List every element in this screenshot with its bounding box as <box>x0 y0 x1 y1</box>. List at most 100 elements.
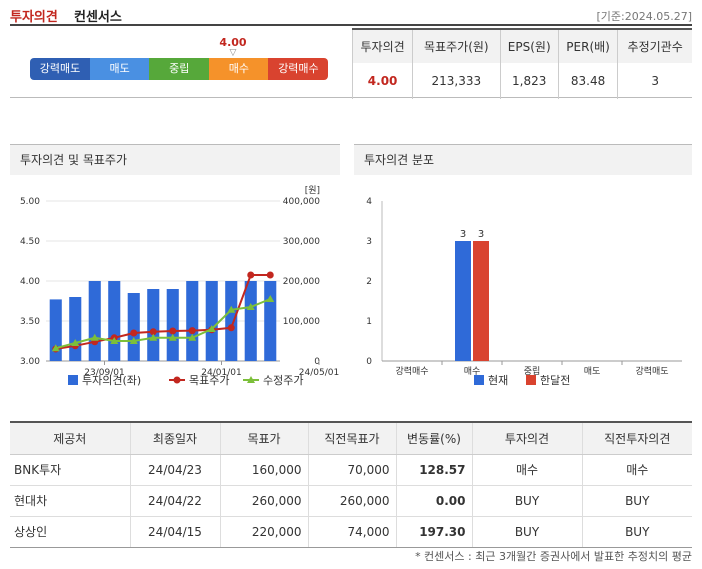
providers-cell: BUY <box>581 516 692 548</box>
consensus-header-cell: EPS(원) <box>499 28 559 63</box>
providers-header-cell: 직전투자의견 <box>581 421 692 455</box>
y-left-tick-label: 5.00 <box>20 197 40 207</box>
consensus-value-cell: 1,823 <box>499 63 559 99</box>
legend-label: 투자의견(좌) <box>82 374 141 387</box>
adjusted-price-point <box>168 333 177 341</box>
consensus-value-cell: 83.48 <box>557 63 618 99</box>
scale-segment: 강력매도 <box>30 58 91 80</box>
opinion-marker: 4.00 ▽ <box>218 36 248 58</box>
opinion-bar <box>49 299 62 361</box>
consensus-header-cell: PER(배) <box>557 28 618 63</box>
providers-cell: 상상인 <box>10 516 130 548</box>
providers-cell: BUY <box>581 485 692 517</box>
legend-point-swatch <box>247 376 255 383</box>
target-price-point <box>188 327 196 335</box>
consensus-value-cell: 213,333 <box>412 63 501 99</box>
providers-cell: 160,000 <box>219 454 308 486</box>
x-tick-label: 23/09/01 <box>84 368 124 378</box>
opinion-bar <box>147 289 160 361</box>
providers-cell: 70,000 <box>307 454 396 486</box>
adjusted-price-point <box>149 333 158 341</box>
opinion-target-chart: 5.00 4.50 4.00 3.50 3.00 400,000 300,000 200,00… <box>20 185 339 387</box>
legend-label: 현재 <box>488 374 508 387</box>
scale-segment: 강력매수 <box>268 58 329 80</box>
opinion-distribution-chart-panel: 투자의견 분포 4 3 2 1 0 강력매수 매수 중립 매도 강력매도 3 3 현재 한달전 <box>354 144 692 398</box>
y-left-tick-label: 4.50 <box>20 237 40 247</box>
legend-point-swatch <box>173 376 181 384</box>
consensus-header-cell: 추정기관수 <box>617 28 692 63</box>
providers-cell: 24/04/22 <box>129 485 220 517</box>
opinion-marker-value: 4.00 <box>219 36 247 49</box>
y-left-tick-label: 4.00 <box>20 277 40 287</box>
target-price-point <box>227 324 235 332</box>
scale-segment: 매도 <box>89 58 150 80</box>
opinion-bar <box>127 293 140 361</box>
providers-cell: 74,000 <box>307 516 396 548</box>
consensus-header-cell: 목표주가(원) <box>412 28 501 63</box>
table-row: 현대차 24/04/22 260,000 260,000 0.00 BUY BUY <box>10 485 692 517</box>
adjusted-price-point <box>207 325 216 332</box>
providers-cell: 0.00 <box>395 485 472 517</box>
providers-header-cell: 최종일자 <box>129 421 220 455</box>
y-tick-label: 4 <box>366 197 372 207</box>
title-consensus: 컨센서스 <box>74 10 122 25</box>
consensus-value-cell: 4.00 <box>351 63 413 99</box>
y-right-tick-label: 0 <box>314 357 320 367</box>
providers-cell: 128.57 <box>395 454 472 486</box>
opinion-bar <box>166 289 179 361</box>
y-tick-label: 0 <box>366 357 372 367</box>
y-right-tick-label: 100,000 <box>283 317 320 327</box>
y-right-tick-label: 300,000 <box>283 237 320 247</box>
x-tick-label: 강력매도 <box>635 365 668 377</box>
y-right-tick-label: 400,000 <box>283 197 320 207</box>
opinion-bar <box>88 281 101 361</box>
x-tick-label: 매도 <box>584 366 601 377</box>
opinion-bar <box>205 281 218 361</box>
providers-cell: 220,000 <box>219 516 308 548</box>
providers-header-cell: 제공처 <box>10 421 130 455</box>
adjusted-price-point <box>188 333 197 341</box>
x-tick-label: 24/05/01 <box>299 368 339 378</box>
target-price-point <box>149 328 157 336</box>
opinion-bar <box>186 281 199 361</box>
providers-cell: 매수 <box>471 454 582 486</box>
y-left-tick-label: 3.50 <box>20 317 40 327</box>
adjusted-price-point <box>246 303 255 310</box>
opinion-distribution-chart-title: 투자의견 분포 <box>354 145 692 175</box>
legend-label: 목표주가 <box>189 374 229 387</box>
providers-cell: 24/04/15 <box>129 516 220 548</box>
y-right-unit: [원] <box>305 185 320 196</box>
footnote: * 컨센서스 : 최근 3개월간 증권사에서 발표한 추정치의 평균 <box>415 550 692 563</box>
providers-cell: BUY <box>471 485 582 517</box>
x-tick-label: 매수 <box>464 366 481 377</box>
y-tick-label: 2 <box>366 277 372 287</box>
marker-triangle-icon: ▽ <box>229 48 237 58</box>
adjusted-price-point <box>90 333 99 341</box>
consensus-table: 투자의견 목표주가(원) EPS(원) PER(배) 추정기관수 4.00 213,333… <box>351 28 692 99</box>
x-tick-label: 강력매수 <box>395 365 428 377</box>
adjusted-price-point <box>110 337 119 344</box>
opinion-bar <box>264 281 277 361</box>
y-tick-label: 1 <box>366 317 372 327</box>
opinion-bar <box>69 297 82 361</box>
opinion-target-chart-panel: 투자의견 및 목표주가 5.00 4.50 4.00 3.50 3.00 400,000 3… <box>10 144 340 398</box>
providers-cell: 260,000 <box>307 485 396 517</box>
adjusted-price-point <box>51 344 60 352</box>
legend-label: 수정주가 <box>263 374 303 387</box>
consensus-panel: 4.00 ▽ 강력매도 매도 중립 매수 강력매수 투자의견 목표주가(원) EPS(원) P… <box>10 28 692 99</box>
target-price-point <box>247 271 255 279</box>
legend-swatch <box>526 375 536 385</box>
opinion-distribution-chart: 4 3 2 1 0 강력매수 매수 중립 매도 강력매도 3 3 현재 한달전 <box>366 197 682 387</box>
opinion-bar <box>108 281 121 361</box>
adjusted-price-line <box>55 298 271 350</box>
x-tick-label: 중립 <box>524 366 541 377</box>
providers-cell: BNK투자 <box>10 454 130 486</box>
bar-value-label: 3 <box>478 229 484 240</box>
adjusted-price-point <box>266 295 275 302</box>
target-price-point <box>266 271 274 279</box>
consensus-header-cell: 투자의견 <box>351 28 413 63</box>
providers-table: 제공처 최종일자 목표가 직전목표가 변동률(%) 투자의견 직전투자의견 BNK투자 24/… <box>10 421 692 548</box>
opinion-target-chart-title: 투자의견 및 목표주가 <box>10 145 340 175</box>
legend-swatch <box>474 375 484 385</box>
as-of-date: [기준:2024.05.27] <box>596 10 692 23</box>
